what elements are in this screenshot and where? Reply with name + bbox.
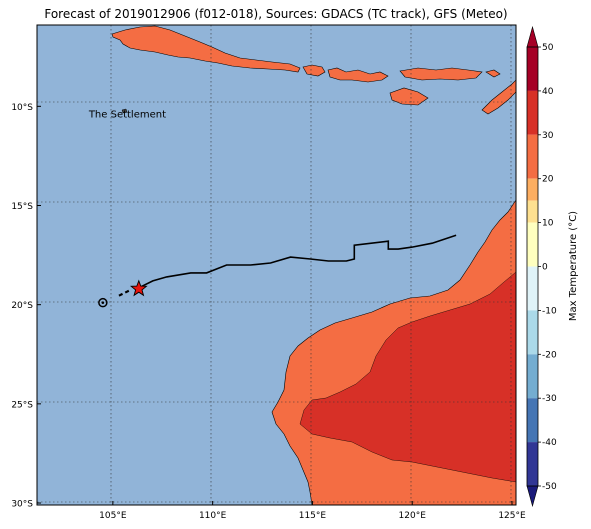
- y-tick-label: 15°S: [11, 202, 33, 212]
- colorbar-tick-label: -30: [542, 394, 557, 404]
- colorbar-segment: [527, 200, 538, 223]
- current-position-star-icon: [129, 279, 148, 297]
- colorbar-tick-label: 40: [542, 87, 554, 97]
- land-flores: [399, 67, 483, 81]
- colorbar-segment: [527, 47, 538, 91]
- y-tick-label: 10°S: [11, 103, 33, 113]
- track-start-marker: [98, 297, 108, 308]
- map-frame: [36, 24, 517, 506]
- x-axis-ticks: 105°E 110°E 115°E 120°E 125°E: [99, 501, 526, 521]
- colorbar-bottom-arrow: [526, 485, 539, 508]
- colorbar-label: Max Temperature (°C): [568, 211, 579, 321]
- colorbar-segment: [527, 266, 538, 311]
- x-tick-label: 120°E: [399, 511, 427, 521]
- land-timor: [481, 79, 516, 115]
- land-sumba: [389, 87, 429, 106]
- colorbar-top-arrow: [526, 25, 539, 48]
- y-axis-ticks: 10°S 15°S 20°S 25°S 30°S: [11, 103, 41, 510]
- colorbar-segment: [527, 134, 538, 179]
- colorbar-tick-label: 50: [542, 43, 554, 53]
- colorbar-tick-label: -10: [542, 306, 557, 316]
- land-java: [111, 25, 301, 73]
- cyclone-track: [140, 234, 457, 288]
- colorbar-segment: [527, 398, 538, 443]
- x-tick-label: 125°E: [498, 511, 526, 521]
- colorbar-segment: [527, 442, 538, 486]
- colorbar-segment: [527, 222, 538, 267]
- map-panel: The Settlement: [37, 25, 516, 505]
- colorbar-tick-label: -50: [542, 482, 557, 492]
- y-tick-label: 30°S: [11, 500, 33, 510]
- y-tick-label: 20°S: [11, 301, 33, 311]
- x-tick-label: 110°E: [199, 511, 227, 521]
- colorbar-segment: [527, 178, 538, 201]
- colorbar-tick-label: 20: [542, 175, 554, 185]
- colorbar-segment: [527, 90, 538, 135]
- colorbar: 50 40 30 20 10 0 -10 -20 -30 -40 -50: [526, 25, 557, 508]
- colorbar-tick-label: -20: [542, 350, 557, 360]
- colorbar-tick-label: -40: [542, 438, 557, 448]
- colorbar-tick-label: 30: [542, 131, 554, 141]
- land-small-island: [485, 69, 501, 78]
- place-label-the-settlement: The Settlement: [88, 109, 166, 120]
- y-tick-label: 25°S: [11, 400, 33, 410]
- track-start-dot: [101, 301, 105, 304]
- cyclone-track-forecast-dash: [116, 289, 130, 298]
- map-title: Forecast of 2019012906 (f012-018), Sourc…: [44, 7, 507, 21]
- x-tick-label: 105°E: [99, 511, 127, 521]
- land-lombok-sumbawa: [327, 67, 389, 83]
- colorbar-tick-label: 10: [542, 219, 554, 229]
- land-australia-hot: [299, 271, 516, 483]
- x-tick-label: 115°E: [299, 511, 327, 521]
- colorbar-tick-label: 0: [542, 263, 548, 273]
- land-bali: [302, 64, 326, 77]
- colorbar-segment: [527, 310, 538, 355]
- land-christmas-island: [121, 108, 128, 114]
- gridlines: [37, 25, 516, 505]
- colorbar-segment: [527, 354, 538, 399]
